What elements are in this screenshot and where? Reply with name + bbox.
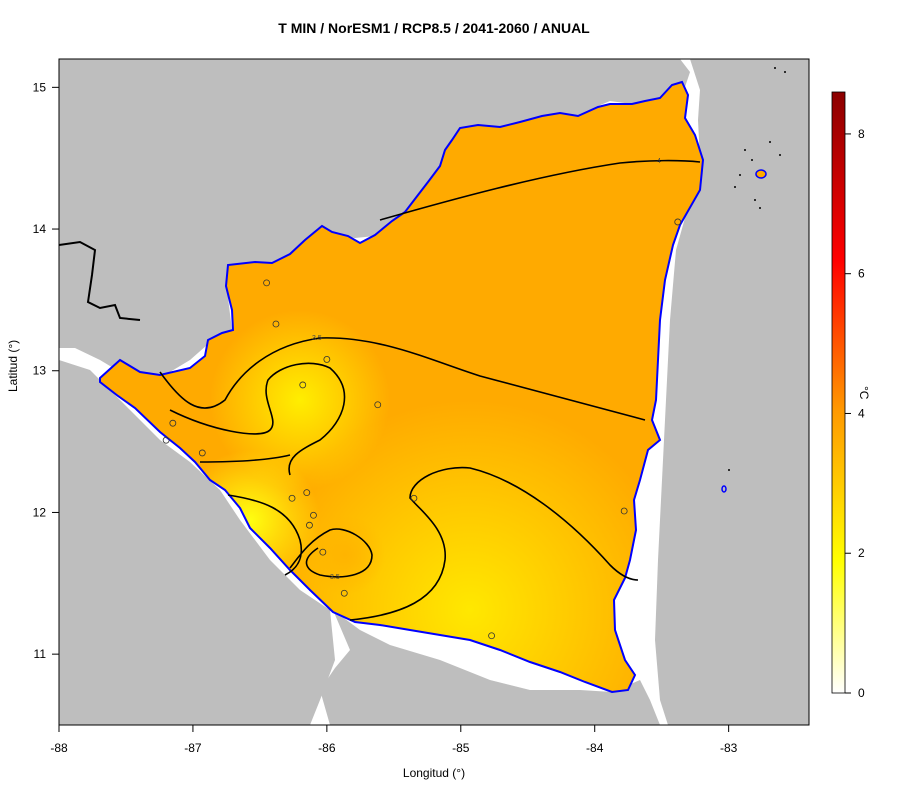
station-markers	[162, 218, 682, 640]
contour-label: 3.5	[330, 574, 340, 581]
y-tick-label: 12	[33, 505, 47, 519]
station-marker	[306, 521, 313, 529]
station-marker	[162, 436, 170, 444]
colorbar-tick-label: 2	[858, 546, 865, 560]
y-tick-label: 13	[33, 364, 47, 378]
station-marker	[374, 401, 382, 409]
cays-dots	[728, 67, 786, 471]
y-tick-label: 14	[33, 222, 47, 236]
national-border	[59, 240, 141, 321]
contour-line-3.5-west	[199, 454, 291, 463]
y-tick-label: 11	[34, 647, 47, 661]
contour-line-3.5-inner	[169, 362, 346, 476]
y-tick-label: 15	[33, 80, 47, 94]
station-marker	[323, 356, 331, 363]
honduras-landmass	[59, 59, 690, 382]
costa-rica-landmass	[320, 610, 660, 725]
station-marker	[198, 449, 206, 457]
contour-label: 4	[657, 158, 661, 165]
station-marker	[674, 218, 682, 226]
x-tick-label: -86	[318, 741, 336, 755]
x-axis-label: Longitud (°)	[402, 766, 466, 780]
contour-line-4	[379, 159, 701, 221]
station-marker	[340, 589, 348, 597]
station-marker	[288, 494, 296, 502]
contour-lines	[159, 159, 701, 621]
el-salvador-landmass	[59, 360, 335, 725]
x-tick-label: -87	[184, 741, 202, 755]
plot-frame	[58, 58, 810, 726]
y-axis: 11 12 13 14 15	[33, 80, 59, 661]
x-axis: -88 -87 -86 -85 -84 -83	[50, 725, 738, 755]
colorbar-tick-label: 6	[858, 267, 865, 281]
colorbar-ticks: 0 2 4 6 8	[845, 127, 865, 700]
station-marker	[319, 548, 327, 556]
contour-line-3.5-south	[227, 494, 373, 578]
station-marker	[169, 419, 177, 427]
contour-label: 3.5	[312, 335, 322, 342]
contour-labels: 3.5 3.5 4	[312, 158, 661, 581]
station-marker	[488, 632, 495, 640]
station-marker	[263, 279, 270, 287]
contour-line-3.5-north	[159, 337, 646, 421]
station-marker	[620, 507, 628, 515]
station-marker	[299, 381, 307, 389]
small-island-outline	[721, 485, 727, 493]
contour-line-3.5-east	[349, 466, 639, 621]
x-tick-label: -88	[50, 741, 68, 755]
corn-island-outline	[755, 169, 767, 179]
x-tick-label: -83	[720, 741, 738, 755]
coastline	[99, 80, 705, 694]
colorbar-tick-label: 4	[858, 406, 865, 420]
caribbean-island-gray	[655, 59, 809, 725]
station-marker	[410, 494, 418, 502]
x-tick-label: -84	[586, 741, 604, 755]
station-marker	[310, 511, 317, 519]
station-marker	[272, 320, 280, 328]
colorbar-tick-label: 0	[858, 686, 865, 700]
colorbar	[831, 91, 846, 694]
x-tick-label: -85	[452, 741, 470, 755]
colorbar-tick-label: 8	[858, 127, 865, 141]
station-marker	[303, 489, 311, 497]
map-title: T MIN / NorESM1 / RCP8.5 / 2041-2060 / A…	[278, 20, 590, 36]
